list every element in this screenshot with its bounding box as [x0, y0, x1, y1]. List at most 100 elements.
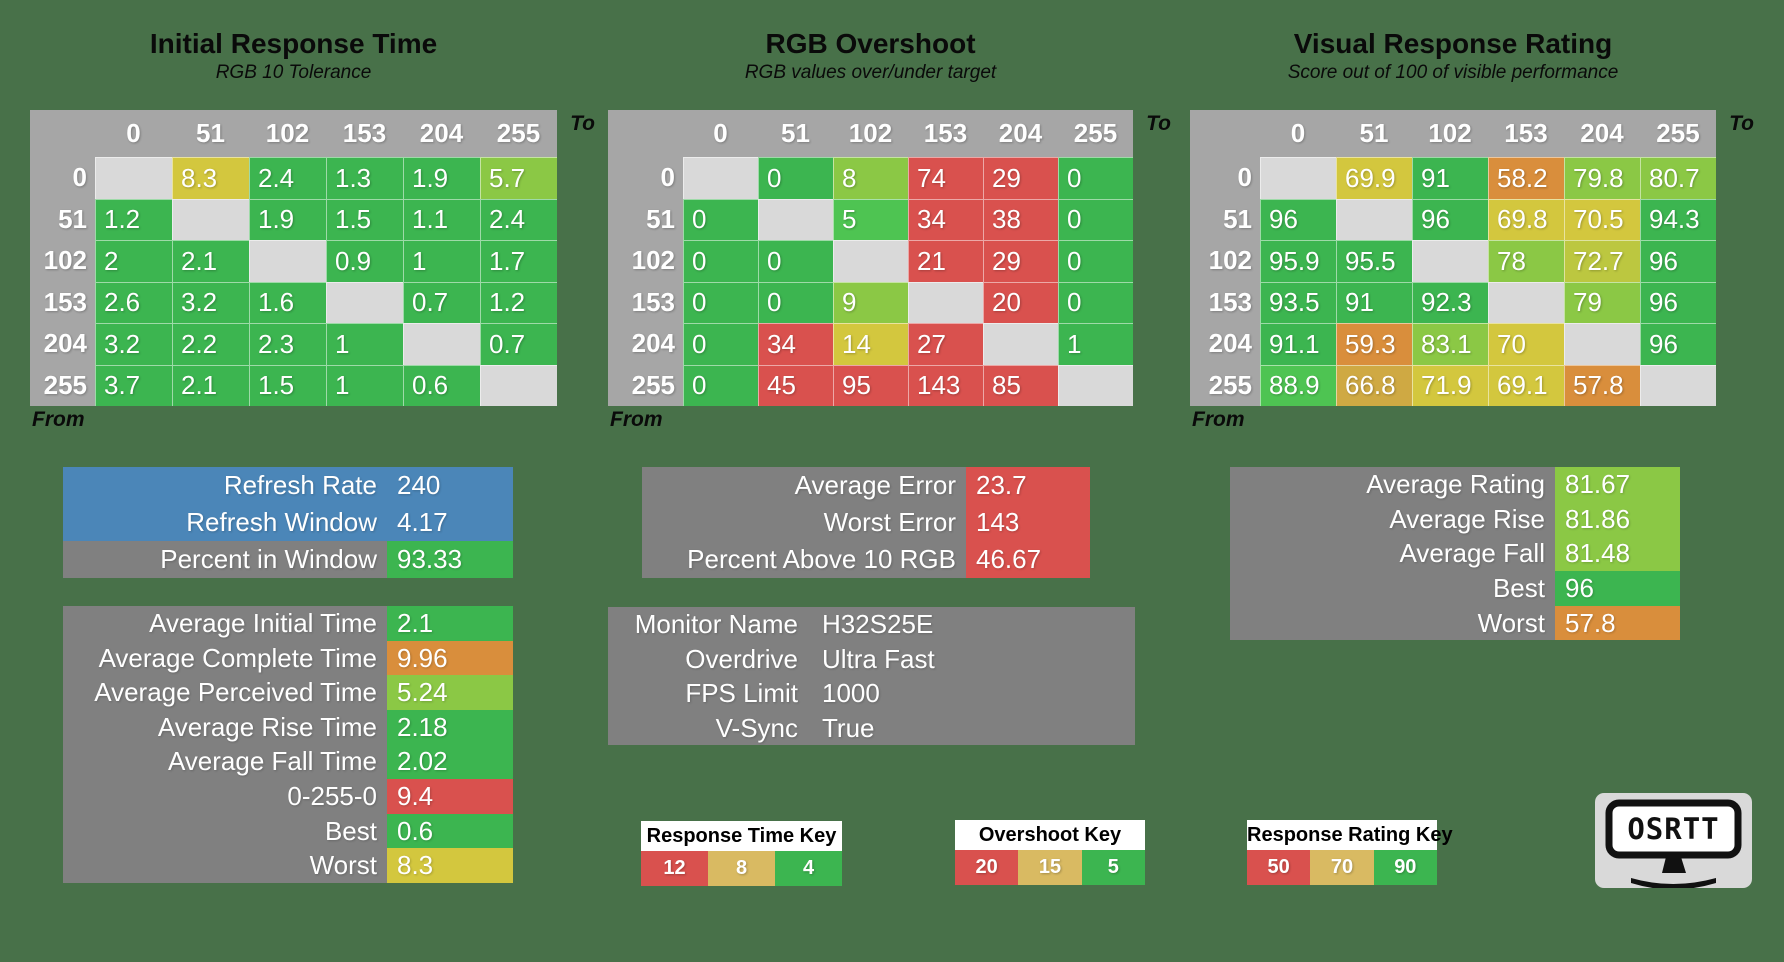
- panel-value: 4.17: [397, 507, 448, 537]
- heatmap-cell: 69.1: [1488, 364, 1564, 406]
- panel-label: Average Perceived Time: [94, 677, 377, 708]
- heatmap-cell: 72.7: [1564, 240, 1640, 282]
- col-header: 204: [983, 110, 1058, 157]
- row-header: 0: [608, 157, 683, 199]
- panel-row: Average Initial Time 2.1: [63, 606, 513, 641]
- heatmap-cell: 1: [326, 323, 403, 365]
- row-header: 255: [30, 364, 95, 406]
- heatmap-cell: 29: [983, 157, 1058, 199]
- panel-row: Worst Error 143: [642, 504, 1090, 541]
- heatmap-cell: 71.9: [1412, 364, 1488, 406]
- heatmap-cell: 70.5: [1564, 198, 1640, 240]
- panel-label: V-Sync: [715, 712, 798, 743]
- table-subtitle: RGB 10 Tolerance: [215, 62, 372, 83]
- row-header: 0: [30, 157, 95, 199]
- panel-label: Worst Error: [823, 507, 956, 537]
- panel-label: Average Fall: [1399, 538, 1546, 569]
- heatmap-cell: 3.2: [95, 323, 172, 365]
- panel-row: Average Rise Time 2.18: [63, 709, 513, 745]
- key-title: Response Time Key: [641, 821, 842, 851]
- heatmap-cell: 1: [326, 364, 403, 406]
- key-cells: 50 70 90: [1247, 850, 1437, 885]
- heatmap-cell: 1.9: [249, 198, 326, 240]
- heatmap-cell: 38: [983, 198, 1058, 240]
- row-header: 153: [30, 281, 95, 323]
- heatmap-cell: 29: [983, 240, 1058, 282]
- heatmap-cell: 0: [683, 323, 758, 365]
- heatmap-initial-response-time: Initial Response Time RGB 10 Tolerance 0…: [30, 28, 595, 431]
- panel-label: Average Error: [794, 470, 956, 500]
- row-header: 51: [1190, 198, 1260, 240]
- heatmap-cell: 58.2: [1488, 157, 1564, 199]
- table-corner: [30, 110, 95, 157]
- from-axis-label: From: [1192, 408, 1245, 431]
- response-time-key: Response Time Key 12 8 4: [641, 821, 842, 886]
- diagonal-cell: [1336, 198, 1412, 240]
- to-axis-label: To: [1146, 112, 1171, 135]
- panel-value: 23.7: [966, 467, 1090, 504]
- diagonal-cell: [480, 364, 557, 406]
- refresh-stats-panel: Refresh Rate 240 Refresh Window 4.17 Percent…: [63, 467, 513, 578]
- key-cell: 12: [641, 851, 708, 886]
- heatmap-cell: 0: [758, 240, 833, 282]
- logo-text: OSRTT: [1627, 812, 1719, 846]
- panel-row: Percent Above 10 RGB 46.67: [642, 541, 1090, 578]
- heatmap-cell: 45: [758, 364, 833, 406]
- panel-row: V-Sync True: [608, 711, 1135, 746]
- heatmap-cell: 1.5: [326, 198, 403, 240]
- heatmap-cell: 0: [683, 364, 758, 406]
- heatmap-cell: 0: [683, 198, 758, 240]
- heatmap-cell: 92.3: [1412, 281, 1488, 323]
- heatmap-cell: 1.3: [326, 157, 403, 199]
- heatmap-cell: 8: [833, 157, 908, 199]
- panel-row: 0-255-0 9.4: [63, 778, 513, 814]
- col-header: 51: [1336, 110, 1412, 157]
- diagonal-cell: [833, 240, 908, 282]
- overshoot-stats-panel: Average Error 23.7 Worst Error 143 Percent A…: [642, 467, 1090, 578]
- heatmap-cell: 2.1: [172, 240, 249, 282]
- overshoot-key: Overshoot Key 20 15 5: [955, 820, 1145, 885]
- row-header: 51: [608, 198, 683, 240]
- diagonal-cell: [249, 240, 326, 282]
- panel-label: Best: [1492, 573, 1545, 604]
- heatmap-cell: 2.3: [249, 323, 326, 365]
- heatmap-cell: 69.9: [1336, 157, 1412, 199]
- heatmap-cell: 1.2: [95, 198, 172, 240]
- key-title: Overshoot Key: [955, 820, 1145, 850]
- heatmap-cell: 1.6: [249, 281, 326, 323]
- heatmap-cell: 0.7: [480, 323, 557, 365]
- heatmap-cell: 34: [758, 323, 833, 365]
- panel-row: Average Complete Time 9.96: [63, 640, 513, 676]
- diagonal-cell: [683, 157, 758, 199]
- heatmap-cell: 88.9: [1260, 364, 1336, 406]
- panel-row: Worst 8.3: [63, 848, 513, 883]
- diagonal-cell: [908, 281, 983, 323]
- heatmap-cell: 91: [1412, 157, 1488, 199]
- heatmap-cell: 80.7: [1640, 157, 1716, 199]
- panel-label: Refresh Window: [186, 507, 377, 537]
- heatmap-cell: 95: [833, 364, 908, 406]
- panel-value: 2.1: [387, 606, 513, 641]
- col-header: 51: [172, 110, 249, 157]
- panel-label: Average Rise: [1389, 503, 1545, 534]
- panel-row: Average Fall Time 2.02: [63, 744, 513, 779]
- panel-label: Best: [324, 815, 377, 846]
- heatmap-cell: 0: [1058, 198, 1133, 240]
- heatmap-cell: 0: [683, 281, 758, 323]
- heatmap-cell: 91: [1336, 281, 1412, 323]
- key-cell: 4: [775, 851, 842, 886]
- heatmap-cell: 20: [983, 281, 1058, 323]
- diagonal-cell: [95, 157, 172, 199]
- diagonal-cell: [403, 323, 480, 365]
- heatmap-cell: 27: [908, 323, 983, 365]
- panel-row: Average Fall 81.48: [1230, 536, 1680, 572]
- key-cell: 8: [708, 851, 775, 886]
- row-header: 204: [1190, 323, 1260, 365]
- heatmap-cell: 70: [1488, 323, 1564, 365]
- heatmap-cell: 0: [683, 240, 758, 282]
- heatmap-cell: 0.6: [403, 364, 480, 406]
- panel-row: Refresh Rate 240: [63, 467, 513, 504]
- col-header: 255: [1640, 110, 1716, 157]
- row-header: 255: [608, 364, 683, 406]
